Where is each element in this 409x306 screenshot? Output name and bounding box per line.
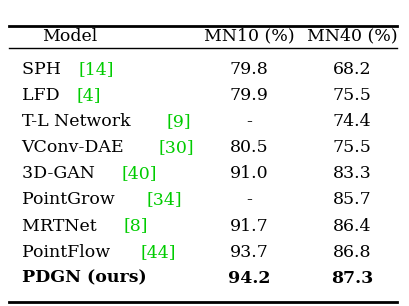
Text: VConv-DAE: VConv-DAE — [22, 139, 129, 156]
Text: -: - — [246, 192, 252, 208]
Text: 3D-GAN: 3D-GAN — [22, 166, 100, 182]
Text: [40]: [40] — [121, 166, 156, 182]
Text: 75.5: 75.5 — [332, 139, 371, 156]
Text: T-L Network: T-L Network — [22, 113, 135, 130]
Text: 85.7: 85.7 — [332, 192, 371, 208]
Text: [30]: [30] — [158, 139, 194, 156]
Text: SPH: SPH — [22, 61, 66, 78]
Text: [14]: [14] — [78, 61, 113, 78]
Text: 79.9: 79.9 — [229, 87, 268, 104]
Text: MN10 (%): MN10 (%) — [204, 28, 294, 45]
Text: PointGrow: PointGrow — [22, 192, 119, 208]
Text: 68.2: 68.2 — [332, 61, 371, 78]
Text: 79.8: 79.8 — [229, 61, 268, 78]
Text: 87.3: 87.3 — [330, 270, 373, 287]
Text: 86.8: 86.8 — [332, 244, 371, 261]
Text: PointFlow: PointFlow — [22, 244, 115, 261]
Text: 91.0: 91.0 — [229, 166, 268, 182]
Text: [9]: [9] — [166, 113, 191, 130]
Text: 80.5: 80.5 — [229, 139, 268, 156]
Text: LFD: LFD — [22, 87, 65, 104]
Text: 91.7: 91.7 — [229, 218, 268, 235]
Text: -: - — [246, 113, 252, 130]
Text: 94.2: 94.2 — [228, 270, 270, 287]
Text: 93.7: 93.7 — [229, 244, 268, 261]
Text: 75.5: 75.5 — [332, 87, 371, 104]
Text: [34]: [34] — [146, 192, 182, 208]
Text: 74.4: 74.4 — [332, 113, 371, 130]
Text: PDGN (ours): PDGN (ours) — [22, 270, 146, 287]
Text: [44]: [44] — [140, 244, 175, 261]
Text: 86.4: 86.4 — [332, 218, 371, 235]
Text: [4]: [4] — [76, 87, 101, 104]
Text: Model: Model — [42, 28, 97, 45]
Text: 83.3: 83.3 — [332, 166, 371, 182]
Text: MN40 (%): MN40 (%) — [306, 28, 397, 45]
Text: MRTNet: MRTNet — [22, 218, 101, 235]
Text: [8]: [8] — [123, 218, 147, 235]
